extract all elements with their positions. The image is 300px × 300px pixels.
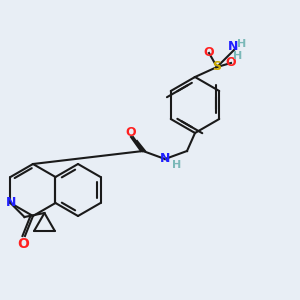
Text: H: H [172,160,182,170]
Text: O: O [126,127,136,140]
Text: O: O [226,56,236,70]
Text: N: N [6,196,16,209]
Text: O: O [204,46,214,59]
Text: N: N [228,40,238,53]
Text: H: H [233,51,243,61]
Text: H: H [237,39,247,49]
Text: N: N [160,152,170,166]
Text: S: S [212,61,221,74]
Text: O: O [17,237,29,251]
